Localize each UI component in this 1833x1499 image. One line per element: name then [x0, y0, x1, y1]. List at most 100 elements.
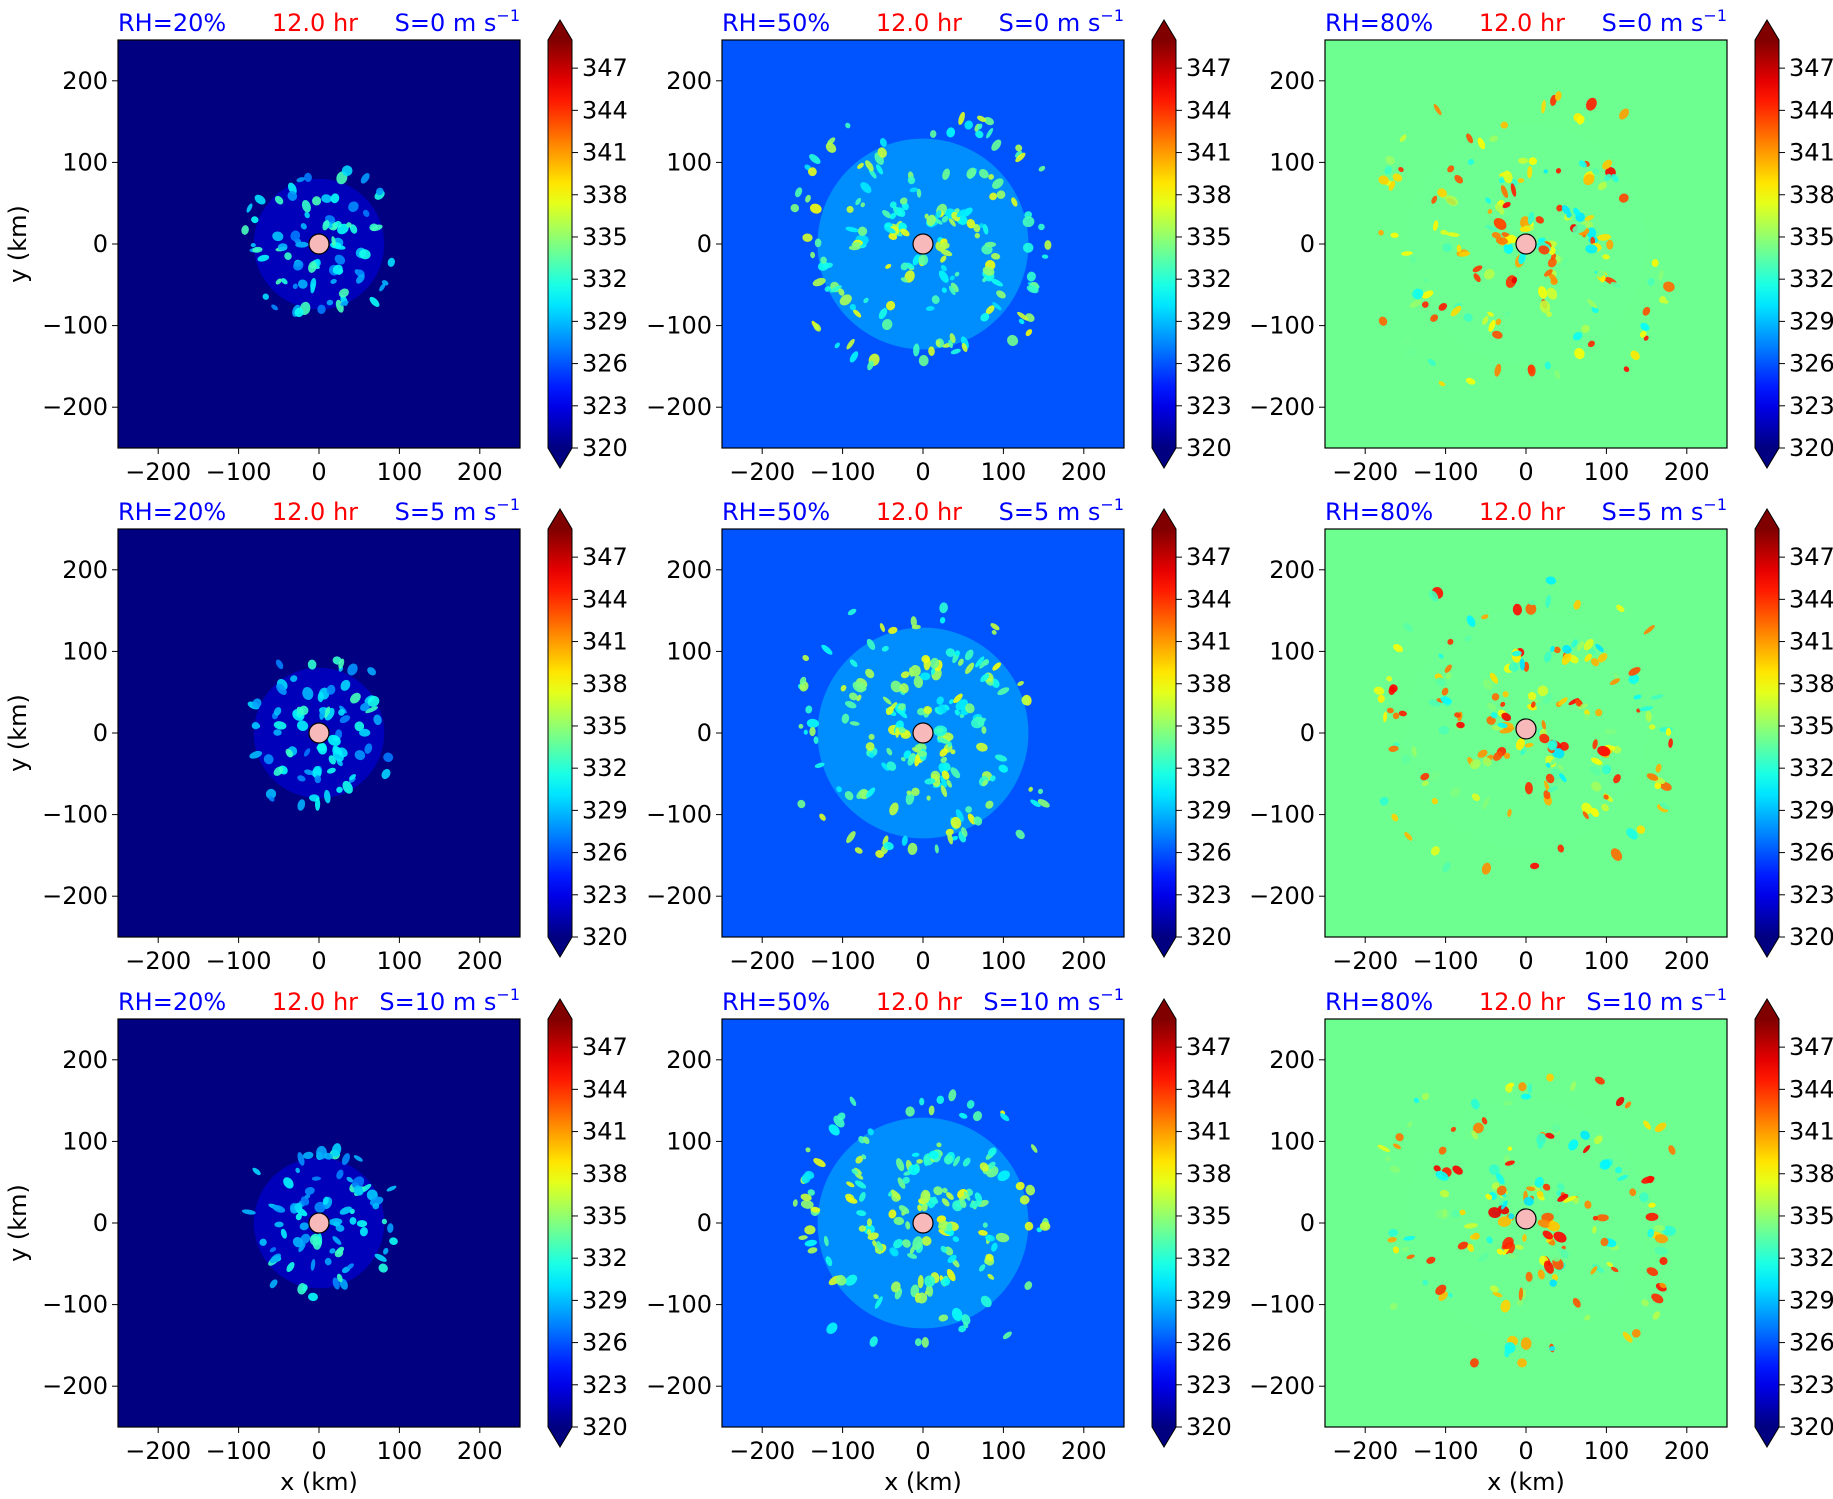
heatmap-cell: [1507, 808, 1512, 817]
heatmap-cell: [1545, 594, 1551, 608]
heatmap-cell: [1584, 1200, 1592, 1209]
heatmap-cell: [1500, 1299, 1511, 1313]
heatmap-cell: [1591, 781, 1602, 792]
x-tick-label: −100: [810, 1437, 876, 1465]
heatmap-cell: [813, 1158, 826, 1168]
title-shear-exponent: −1: [1100, 6, 1124, 25]
heatmap-cell: [347, 1263, 354, 1270]
y-tick-label: 0: [93, 719, 108, 747]
colorbar-min-arrow: [548, 1427, 572, 1447]
y-tick-label: 0: [93, 1209, 108, 1237]
heatmap-cell: [1537, 237, 1546, 243]
heatmap-cell: [308, 1292, 318, 1302]
heatmap-cell: [965, 703, 975, 714]
heatmap-cell: [1447, 1292, 1453, 1298]
heatmap-cell: [803, 729, 808, 735]
heatmap-cell: [1482, 796, 1490, 810]
heatmap-cell: [1594, 1076, 1605, 1085]
heatmap-cell: [1015, 152, 1026, 163]
heatmap-cell: [896, 207, 906, 217]
heatmap-cell: [335, 220, 342, 228]
heatmap-cell: [300, 223, 307, 230]
heatmap-cell: [1022, 216, 1035, 228]
heatmap-cell: [1604, 728, 1617, 735]
title-shear-exponent: −1: [1703, 6, 1727, 25]
heatmap-cell: [953, 693, 963, 704]
heatmap-cell: [982, 266, 995, 276]
heatmap-cell: [1430, 846, 1440, 856]
heatmap-cell: [1409, 256, 1417, 264]
heatmap-cell: [1378, 316, 1388, 326]
panel: −200 −100 0 100 200 200 100 0 −100 −200 y (km) x (k…: [4, 985, 628, 1496]
panel: −200 −100 0 100 200 200 100 0 −100 −200 x (km) RH=5…: [646, 985, 1232, 1496]
y-tick-label: −200: [1249, 1372, 1315, 1400]
y-tick-label: 200: [666, 556, 712, 584]
heatmap-cell: [1643, 1120, 1652, 1130]
heatmap-cell: [966, 1100, 975, 1109]
heatmap-cell: [992, 178, 1004, 189]
heatmap-cell: [857, 162, 864, 169]
heatmap-cell: [334, 254, 346, 265]
heatmap-cell: [921, 1236, 932, 1246]
colorbar-min-arrow: [1152, 1427, 1176, 1447]
heatmap-cell: [860, 182, 872, 194]
colorbar: [1152, 40, 1176, 448]
heatmap-cell: [1550, 645, 1555, 652]
colorbar-tick-label: 323: [582, 1371, 628, 1399]
heatmap-cell: [353, 1155, 363, 1162]
heatmap-cell: [1538, 245, 1550, 255]
heatmap-cell: [332, 1277, 340, 1290]
heatmap-cell: [1393, 643, 1403, 653]
heatmap-cell: [1556, 204, 1563, 212]
colorbar-tick-label: 332: [582, 754, 628, 782]
heatmap-cell: [804, 1225, 816, 1235]
heatmap-cell: [906, 790, 912, 795]
heatmap-cell: [1594, 733, 1609, 739]
title-shear-exponent: −1: [1703, 985, 1727, 1004]
heatmap-cell: [987, 1147, 997, 1157]
heatmap-cell: [990, 278, 1004, 287]
heatmap-cell: [849, 659, 858, 668]
heatmap-cell: [284, 252, 292, 260]
heatmap-cell: [911, 1152, 920, 1157]
heatmap-cell: [1557, 764, 1564, 771]
title-shear-exponent: −1: [1100, 495, 1124, 514]
y-tick-label: 100: [1269, 637, 1315, 665]
heatmap-cell: [1464, 1131, 1472, 1140]
heatmap-cell: [356, 274, 365, 284]
title-time: 12.0 hr: [1479, 988, 1565, 1016]
heatmap-cell: [319, 707, 326, 720]
heatmap-cell: [1523, 1196, 1534, 1206]
heatmap-cell: [1628, 667, 1641, 676]
title-rh: RH=80%: [1325, 988, 1433, 1016]
heatmap-cell: [878, 308, 888, 320]
colorbar-tick-label: 338: [1186, 181, 1232, 209]
heatmap-cell: [1542, 1230, 1553, 1240]
heatmap-cell: [1438, 725, 1450, 735]
colorbar-tick-label: 344: [582, 1075, 628, 1103]
heatmap-cell: [1390, 1165, 1401, 1174]
heatmap-cell: [931, 773, 941, 787]
heatmap-cell: [979, 223, 984, 228]
heatmap-cell: [1497, 722, 1508, 728]
x-tick-label: 100: [376, 947, 422, 975]
panel: −200 −100 0 100 200 200 100 0 −100 −200 y (km) RH=2…: [4, 6, 628, 486]
colorbar-tick-label: 341: [1186, 1118, 1232, 1146]
heatmap-cell: [898, 726, 906, 734]
heatmap-cell: [1551, 746, 1565, 759]
heatmap-cell: [979, 1264, 986, 1272]
heatmap-cell: [322, 1196, 329, 1205]
heatmap-cell: [982, 1222, 988, 1228]
heatmap-cell: [809, 726, 816, 737]
heatmap-cell: [1659, 1256, 1668, 1266]
y-tick-label: −200: [42, 882, 108, 910]
center-marker-icon: [308, 722, 330, 744]
heatmap-cell: [308, 261, 317, 273]
title-rh: RH=50%: [722, 9, 830, 37]
colorbar-tick-label: 335: [1789, 712, 1833, 740]
heatmap-cell: [987, 1273, 995, 1280]
heatmap-cell: [825, 1256, 833, 1267]
colorbar-tick-label: 344: [1789, 1075, 1833, 1103]
title-rh: RH=80%: [1325, 9, 1433, 37]
heatmap-cell: [1502, 1236, 1514, 1250]
